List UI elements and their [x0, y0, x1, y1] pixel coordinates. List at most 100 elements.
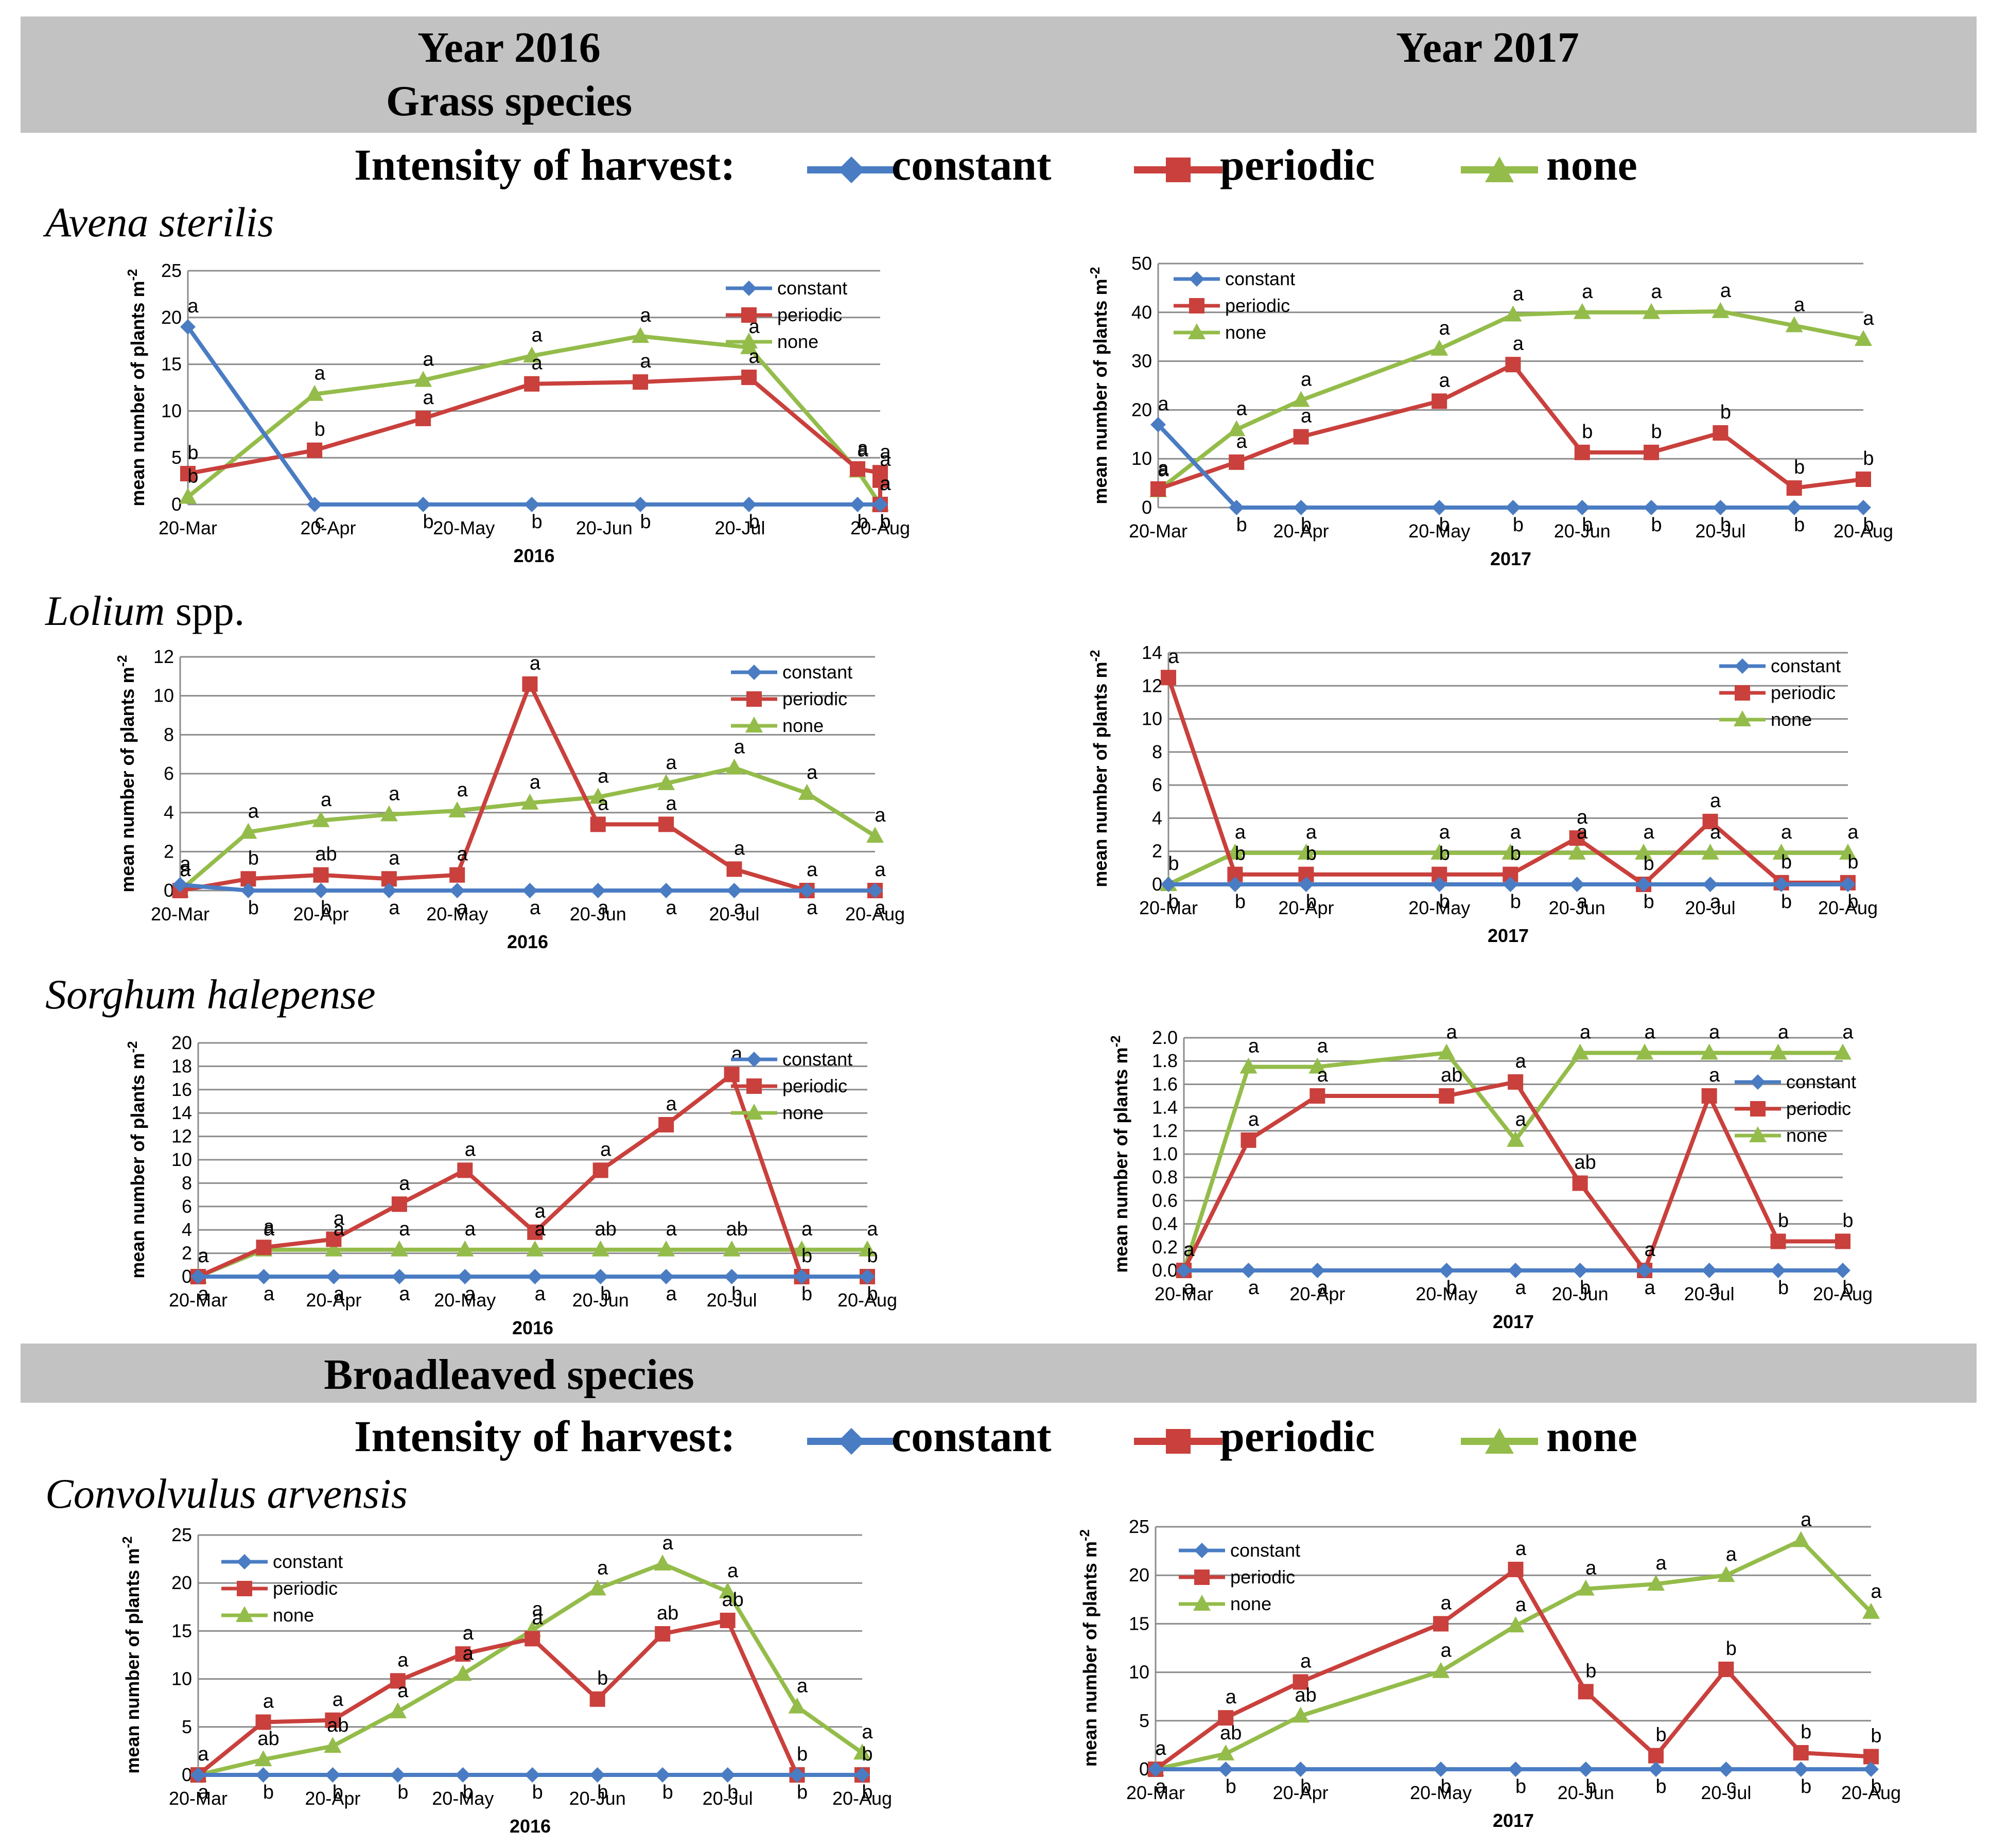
y-tick-label: 2 [164, 841, 174, 862]
point-none-1 [1217, 1744, 1235, 1760]
point-constant-0 [1148, 1762, 1163, 1777]
y-tick-label: 0.0 [1152, 1260, 1178, 1281]
y-axis-label: mean number of plants m-2 [1077, 1529, 1101, 1767]
significance-letter-none: a [1515, 1109, 1527, 1130]
point-none-4 [454, 1665, 472, 1681]
significance-letter-constant: a [1248, 1277, 1260, 1299]
y-axis-label: mean number of plants m-2 [114, 655, 138, 892]
point-constant-3 [1439, 1263, 1455, 1278]
significance-letter-constant: c [315, 511, 325, 533]
legend-none-marker-icon [1461, 1428, 1538, 1454]
point-none-8 [725, 758, 743, 775]
point-constant-8 [1793, 1762, 1809, 1777]
x-tick-label: 20-Aug [1818, 897, 1878, 918]
y-tick-label: 15 [161, 354, 182, 375]
point-none-2 [324, 1737, 342, 1753]
point-constant-4 [633, 497, 649, 512]
x-axis-label: 2017 [1493, 1311, 1534, 1332]
legend-label-constant: constant [782, 1049, 852, 1070]
point-constant-10 [872, 497, 888, 512]
y-tick-label: 2 [1152, 841, 1162, 862]
point-legend-periodic-0 [1750, 1101, 1766, 1117]
significance-letter-constant: b [731, 1283, 742, 1305]
series-line-none [186, 334, 882, 506]
significance-letter-constant: b [857, 511, 868, 533]
significance-letter-periodic: b [1726, 1638, 1737, 1660]
x-tick-label: 20-Jul [709, 903, 759, 925]
significance-letter-periodic: a [1577, 807, 1588, 828]
significance-letter-none: a [1515, 1594, 1527, 1616]
point-legend-constant-0 [741, 281, 757, 296]
significance-letter-none: a [1778, 1021, 1789, 1043]
point-none-9 [1834, 1043, 1852, 1060]
significance-letter-none: a [1871, 1581, 1882, 1602]
y-axis-label: mean number of plants m-2 [125, 269, 148, 506]
point-periodic-0 [180, 466, 196, 482]
significance-letter-periodic: b [1801, 1721, 1811, 1743]
point-none-0 [179, 487, 197, 504]
significance-letter-periodic: b [1778, 1210, 1789, 1232]
point-constant-2 [415, 497, 431, 512]
significance-letter-periodic: a [880, 449, 891, 470]
point-constant-3 [1431, 500, 1447, 515]
x-tick-label: 20-Aug [837, 1289, 897, 1311]
significance-letter-none: a [1155, 1738, 1166, 1759]
y-axis-label: mean number of plants m-2 [125, 1041, 148, 1278]
significance-letter-periodic: b [1235, 843, 1246, 865]
x-axis-label: 2017 [1493, 1810, 1534, 1831]
point-none-10 [866, 827, 884, 843]
y-tick-label: 16 [171, 1079, 192, 1100]
y-tick-label: 8 [164, 724, 174, 745]
series-line-none [179, 765, 877, 893]
y-tick-label: 1.4 [1152, 1097, 1178, 1118]
significance-letter-periodic: a [857, 438, 868, 459]
x-tick-label: 20-Apr [1278, 897, 1334, 918]
significance-letter-constant: b [1446, 1277, 1457, 1299]
point-legend-constant-0 [1735, 658, 1750, 674]
significance-letter-none: a [1248, 1036, 1260, 1057]
x-axis-label: 2016 [507, 931, 548, 952]
chart-avena-sterilis-2016: 0 5 10 15 20 25 20-Mar 20-Apr 20-May 20-Jun 20-Jul… [125, 260, 910, 566]
significance-letter-periodic: a [1441, 1592, 1452, 1614]
y-tick-label: 20 [1131, 399, 1152, 420]
y-tick-label: 0 [182, 1266, 192, 1287]
x-tick-label: 20-Jul [707, 1289, 757, 1311]
point-legend-constant-0 [1194, 1543, 1210, 1558]
markers-constant [172, 877, 883, 898]
point-periodic-7 [658, 816, 674, 832]
point-periodic-2 [326, 1231, 342, 1247]
point-none-3 [523, 346, 541, 363]
point-periodic-9 [1856, 472, 1871, 487]
significance-letter-periodic: b [797, 1744, 808, 1765]
point-constant-5 [1569, 877, 1585, 892]
x-tick-label: 20-May [1416, 1283, 1477, 1304]
significance-letter-periodic: b [1863, 448, 1874, 469]
point-legend-constant-0 [1189, 271, 1204, 287]
y-tick-label: 1.0 [1152, 1143, 1178, 1164]
point-legend-constant-0 [746, 665, 762, 680]
y-tick-label: 18 [171, 1055, 192, 1076]
y-tick-label: 5 [1139, 1710, 1149, 1731]
significance-letter-none: a [666, 1218, 677, 1240]
y-axis-label: mean number of plants m-2 [1087, 650, 1111, 887]
y-tick-label: 30 [1131, 351, 1152, 372]
point-none-10 [859, 1240, 876, 1257]
significance-letter-periodic: a [1248, 1109, 1260, 1130]
point-periodic-0 [1150, 481, 1166, 497]
x-axis-label: 2017 [1490, 548, 1531, 569]
point-constant-4 [1508, 1762, 1524, 1777]
chart-legend: constant periodic none [731, 661, 852, 736]
point-none-5 [1577, 1579, 1595, 1596]
significance-letter-constant: a [1317, 1277, 1329, 1299]
point-legend-periodic-0 [1735, 685, 1750, 701]
significance-letter-constant: b [880, 511, 890, 533]
point-constant-3 [1431, 877, 1447, 892]
point-periodic-1 [1241, 1132, 1256, 1148]
markers-none [189, 1240, 876, 1283]
x-tick-label: 20-Jun [576, 517, 633, 538]
significance-letter-none: a [180, 859, 191, 881]
legend-label-periodic: periodic [782, 1075, 847, 1096]
point-none-7 [1701, 843, 1719, 860]
significance-letter-none: a [532, 324, 543, 346]
chart-legend: constant periodic none [221, 1551, 343, 1626]
